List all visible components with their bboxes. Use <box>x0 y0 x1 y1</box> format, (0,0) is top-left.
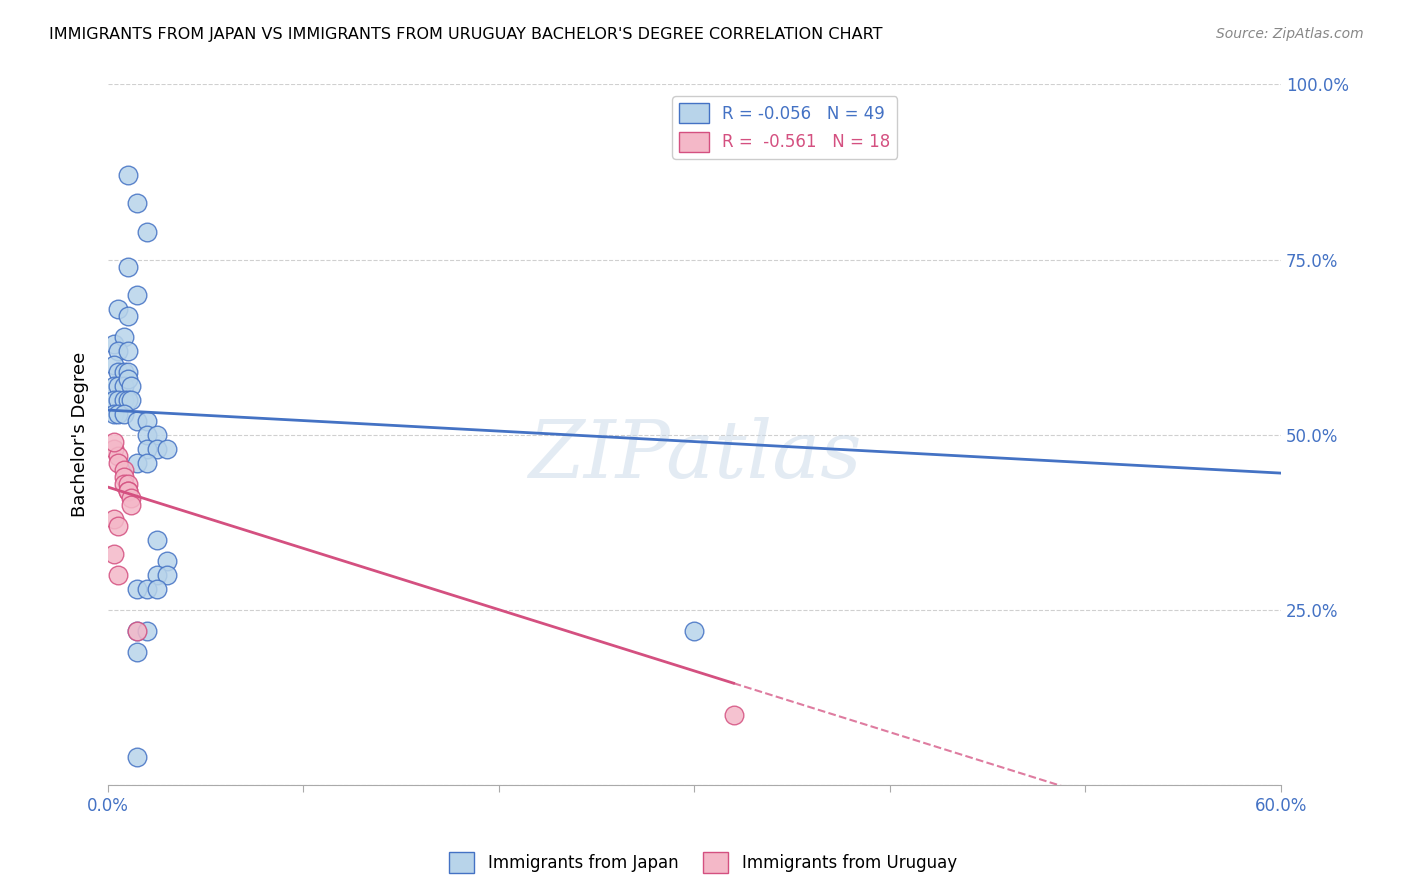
Point <box>107 567 129 582</box>
Text: IMMIGRANTS FROM JAPAN VS IMMIGRANTS FROM URUGUAY BACHELOR'S DEGREE CORRELATION C: IMMIGRANTS FROM JAPAN VS IMMIGRANTS FROM… <box>49 27 883 42</box>
Point <box>103 336 125 351</box>
Point <box>117 483 139 498</box>
Legend: R = -0.056   N = 49, R =  -0.561   N = 18: R = -0.056 N = 49, R = -0.561 N = 18 <box>672 96 897 159</box>
Point <box>112 469 135 483</box>
Y-axis label: Bachelor's Degree: Bachelor's Degree <box>72 352 89 517</box>
Point <box>136 427 159 442</box>
Point <box>127 645 149 659</box>
Point <box>103 407 125 421</box>
Point <box>112 392 135 407</box>
Point <box>723 707 745 722</box>
Point <box>112 329 135 343</box>
Point <box>117 476 139 491</box>
Point <box>146 533 169 547</box>
Point <box>117 343 139 358</box>
Point <box>103 547 125 561</box>
Point <box>117 365 139 379</box>
Point <box>127 414 149 428</box>
Text: ZIPatlas: ZIPatlas <box>527 417 862 494</box>
Point <box>107 378 129 392</box>
Point <box>103 511 125 525</box>
Point <box>112 462 135 476</box>
Point <box>120 378 142 392</box>
Point <box>156 567 179 582</box>
Point <box>136 624 159 638</box>
Point <box>107 518 129 533</box>
Point <box>146 442 169 456</box>
Point <box>136 442 159 456</box>
Point <box>103 442 125 456</box>
Point <box>146 567 169 582</box>
Point <box>112 365 135 379</box>
Point <box>107 365 129 379</box>
Text: Source: ZipAtlas.com: Source: ZipAtlas.com <box>1216 27 1364 41</box>
Point <box>107 456 129 470</box>
Point <box>103 358 125 372</box>
Point <box>117 392 139 407</box>
Point <box>127 624 149 638</box>
Point <box>117 483 139 498</box>
Point <box>146 427 169 442</box>
Point <box>136 225 159 239</box>
Point <box>127 196 149 211</box>
Point <box>107 343 129 358</box>
Point <box>127 287 149 301</box>
Point <box>120 491 142 505</box>
Point <box>127 624 149 638</box>
Point <box>117 169 139 183</box>
Point <box>112 378 135 392</box>
Point <box>136 456 159 470</box>
Point <box>156 554 179 568</box>
Point <box>127 749 149 764</box>
Point <box>156 442 179 456</box>
Point <box>136 582 159 596</box>
Point <box>103 434 125 449</box>
Point <box>103 378 125 392</box>
Point <box>683 624 706 638</box>
Point <box>117 371 139 385</box>
Point <box>146 582 169 596</box>
Point <box>127 456 149 470</box>
Point <box>107 392 129 407</box>
Point <box>117 309 139 323</box>
Point <box>107 407 129 421</box>
Point <box>107 301 129 316</box>
Point <box>127 582 149 596</box>
Point <box>107 449 129 463</box>
Point <box>117 260 139 274</box>
Point <box>136 414 159 428</box>
Point <box>103 392 125 407</box>
Legend: Immigrants from Japan, Immigrants from Uruguay: Immigrants from Japan, Immigrants from U… <box>443 846 963 880</box>
Point <box>112 476 135 491</box>
Point <box>112 407 135 421</box>
Point <box>120 498 142 512</box>
Point <box>120 392 142 407</box>
